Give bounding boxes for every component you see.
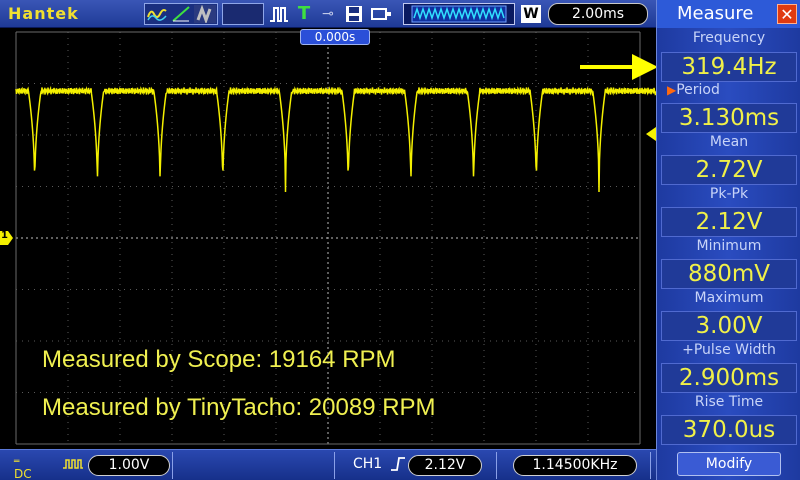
- pulse-trigger-icon[interactable]: [268, 4, 290, 24]
- timebase-readout[interactable]: 2.00ms: [548, 3, 648, 25]
- measure-value-pulse-width[interactable]: 2.900ms: [661, 363, 797, 393]
- trigger-source-label[interactable]: CH1: [353, 456, 383, 472]
- measure-label-pkpk: Pk-Pk: [709, 186, 749, 202]
- measure-label-pulse-width: +Pulse Width: [682, 342, 776, 358]
- coupling-label: DC: [14, 467, 32, 480]
- measure-label-maximum: Maximum: [694, 290, 764, 306]
- tinytacho-rpm-note: Measured by TinyTacho: 20089 RPM: [42, 394, 436, 421]
- selected-arrow-icon: ▶: [667, 83, 677, 97]
- separator: [650, 452, 651, 479]
- acquire-mode-badge[interactable]: W: [521, 5, 541, 23]
- trigger-position-marker[interactable]: 0.000s: [300, 29, 370, 45]
- close-icon[interactable]: ✕: [777, 4, 797, 24]
- top-status-bar: Hantek T ⊸ W 2.00ms: [0, 0, 656, 28]
- measure-value-pkpk[interactable]: 2.12V: [661, 207, 797, 237]
- waveform-display[interactable]: [0, 29, 656, 449]
- blank-status-box: [222, 3, 264, 25]
- ch1-ground-marker[interactable]: 1: [0, 230, 14, 245]
- scope-rpm-note: Measured by Scope: 19164 RPM: [42, 346, 396, 373]
- measure-value-maximum[interactable]: 3.00V: [661, 311, 797, 341]
- save-icon[interactable]: [343, 4, 365, 24]
- wave-mode-icon[interactable]: [146, 5, 168, 23]
- persist-mode-icon[interactable]: [194, 4, 216, 25]
- trigger-type-icon[interactable]: T: [297, 3, 311, 24]
- separator: [172, 452, 173, 479]
- measure-value-period[interactable]: 3.130ms: [661, 103, 797, 133]
- measure-value-mean[interactable]: 2.72V: [661, 155, 797, 185]
- key-lock-icon[interactable]: ⊸: [322, 6, 334, 22]
- ramp-mode-icon[interactable]: [170, 5, 192, 23]
- memory-scan-wave-icon: [411, 5, 507, 23]
- measure-panel-header: Measure ✕: [657, 0, 800, 28]
- coupling-indicator[interactable]: ═ DC: [14, 454, 32, 480]
- measure-panel: Measure ✕ Frequency 319.4Hz ▶Period 3.13…: [656, 0, 800, 480]
- measure-label-minimum: Minimum: [696, 238, 762, 254]
- ch1-scale-readout[interactable]: 1.00V: [88, 455, 170, 476]
- usb-icon: [370, 4, 394, 24]
- modify-button[interactable]: Modify: [677, 452, 781, 476]
- separator: [496, 452, 497, 479]
- display-mode-group[interactable]: [144, 3, 218, 25]
- separator: [334, 452, 335, 479]
- rising-edge-icon[interactable]: [390, 455, 406, 477]
- measure-value-frequency[interactable]: 319.4Hz: [661, 52, 797, 82]
- measure-label-period-text: Period: [676, 82, 720, 98]
- graticule-and-trace: [15, 31, 656, 445]
- measure-label-period: ▶Period: [657, 82, 800, 98]
- measure-label-rise-time: Rise Time: [694, 394, 764, 410]
- annotation-arrow-icon: [580, 50, 660, 88]
- measure-label-frequency: Frequency: [692, 30, 766, 46]
- bandwidth-limit-icon[interactable]: [62, 456, 84, 476]
- ch1-marker-label: 1: [1, 230, 8, 241]
- trigger-frequency-readout: 1.14500KHz: [513, 455, 637, 476]
- coupling-symbol-icon: ═: [14, 457, 20, 467]
- trigger-level-readout[interactable]: 2.12V: [408, 455, 482, 476]
- ch1-trace: [15, 85, 656, 193]
- brand-logo: Hantek: [8, 4, 79, 23]
- measure-value-rise-time[interactable]: 370.0us: [661, 415, 797, 445]
- bottom-status-bar: ═ DC 1.00V CH1 2.12V 1.14500KHz: [0, 449, 656, 480]
- memory-scan-indicator[interactable]: [403, 3, 515, 25]
- measure-panel-title: Measure: [677, 3, 754, 24]
- trigger-level-marker[interactable]: [644, 126, 656, 141]
- measure-label-mean: Mean: [709, 134, 749, 150]
- measure-value-minimum[interactable]: 880mV: [661, 259, 797, 289]
